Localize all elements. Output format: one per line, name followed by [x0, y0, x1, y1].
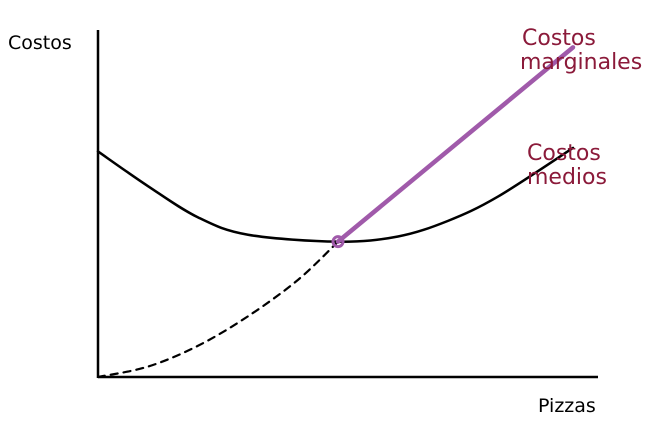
marginal-cost-label-line1: Costos	[522, 26, 596, 51]
series-layer	[96, 45, 576, 379]
marginal-cost-label-line2: marginales	[520, 50, 642, 75]
marginal-cost-dashed-curve	[96, 240, 340, 379]
x-axis-label: Pizzas	[538, 395, 596, 417]
average-cost-label-line1: Costos	[527, 141, 601, 166]
average-cost-curve	[96, 146, 575, 243]
marginal-cost-solid-line	[335, 45, 576, 244]
y-axis-label: Costos	[8, 32, 72, 54]
average-cost-label: Costos medios	[527, 141, 608, 190]
average-cost-label-line2: medios	[527, 165, 607, 190]
intersection-marker	[331, 235, 345, 249]
marginal-cost-label: Costos marginales	[520, 26, 642, 75]
